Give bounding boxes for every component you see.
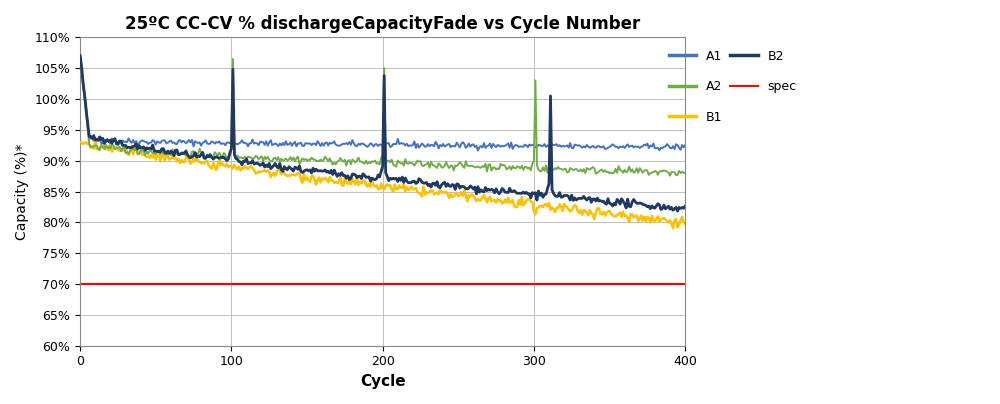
Legend: A1, A2, B1, B2, spec: A1, A2, B1, B2, spec: [669, 50, 797, 124]
X-axis label: Cycle: Cycle: [360, 374, 405, 389]
Y-axis label: Capacity (%)*: Capacity (%)*: [15, 143, 29, 240]
Title: 25ºC CC-CV % dischargeCapacityFade vs Cycle Number: 25ºC CC-CV % dischargeCapacityFade vs Cy…: [125, 15, 640, 33]
